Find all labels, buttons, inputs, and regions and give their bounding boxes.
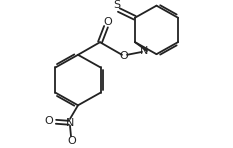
Text: N: N — [66, 118, 74, 128]
Text: O: O — [68, 136, 76, 146]
Text: O: O — [104, 17, 112, 27]
Text: O: O — [45, 116, 53, 126]
Text: N: N — [140, 46, 148, 56]
Text: O: O — [120, 51, 128, 61]
Text: S: S — [113, 0, 120, 10]
